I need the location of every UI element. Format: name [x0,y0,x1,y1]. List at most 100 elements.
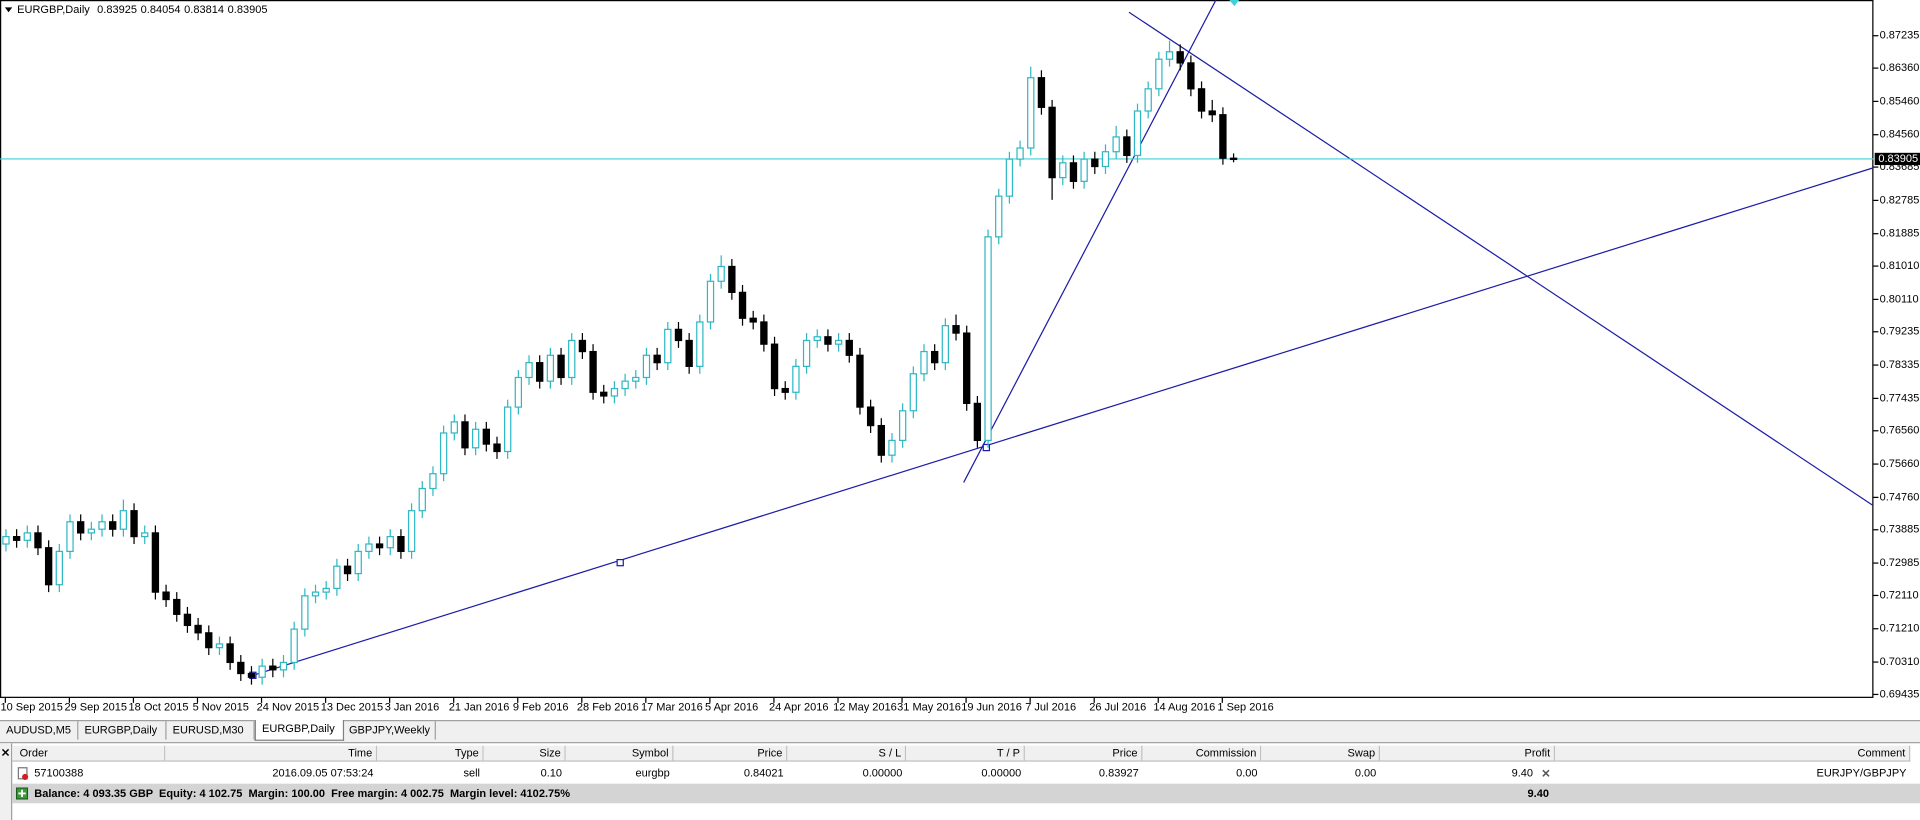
candle-body [205,632,213,649]
close-icon[interactable] [0,747,11,759]
candle-body [995,195,1003,238]
candle-body [685,339,693,367]
column-header[interactable]: Comment [1555,745,1911,762]
candle-body [1187,62,1195,90]
y-tick-label: 0.76560 [1880,425,1920,437]
y-tick-label: 0.80110 [1880,293,1919,305]
candle-body [407,510,416,553]
candle-body [333,565,341,590]
x-tick-label: 29 Sep 2015 [64,702,126,714]
candle-body [429,473,437,490]
column-header[interactable]: Type [377,745,484,762]
candle-body [546,354,555,382]
candle-body [792,365,800,393]
y-tick-label: 0.86360 [1880,62,1920,74]
tab[interactable]: GBPJPY,Weekly [343,721,436,740]
candle-body [386,535,394,549]
candle-body [23,532,31,541]
candle-body [109,521,117,530]
candle-body [621,380,629,390]
x-tick-label: 9 Feb 2016 [513,702,569,714]
candle-body [952,325,960,334]
y-tick-label: 0.75660 [1880,458,1920,470]
header-arrow [4,7,13,13]
tab[interactable]: AUDUSD,M5 [0,721,79,740]
candle-body [311,591,320,597]
close-order[interactable] [1542,769,1552,779]
candle-body [909,373,918,412]
column-header[interactable]: Time [165,745,378,762]
chart: EURGBP,Daily 0.83925 0.84054 0.83814 0.83905… [0,0,1920,714]
table-cell: sell [463,766,481,779]
tab[interactable]: EURUSD,M30 [167,721,255,740]
y-tick-label: 0.78335 [1880,359,1920,371]
x-tick-label: 24 Apr 2016 [769,702,828,714]
column-header[interactable]: Swap [1261,745,1381,762]
candle-body [493,443,501,453]
column-header[interactable]: Size [483,745,566,762]
candle-body [589,350,597,393]
tab[interactable]: EURGBP,Daily [78,721,167,740]
column-header[interactable]: Price [673,745,788,762]
candle-body [770,343,779,390]
y-tick-label: 0.82785 [1880,194,1920,206]
plot-frame [0,0,1874,698]
candle-body [888,439,896,456]
table-cell: 0.00000 [862,766,903,779]
candle-body [66,521,74,553]
candle-body [215,643,224,649]
candle-body [931,350,939,364]
candle-body [866,406,875,427]
candle-body [642,354,651,379]
y-tick-label: 0.72110 [1880,589,1919,601]
candle-body [653,354,661,364]
candle-body [162,591,170,601]
column-header[interactable]: S / L [787,745,907,762]
x-tick-label: 5 Nov 2015 [193,702,249,714]
candle-body [173,598,181,615]
candle-body [845,339,853,356]
column-header[interactable]: T / P [906,745,1025,762]
tab[interactable]: EURGBP,Daily [254,720,345,741]
x-tick-label: 19 Jun 2016 [961,702,1022,714]
column-header[interactable]: Order [12,745,166,762]
candle-body [1101,151,1110,168]
x-tick-label: 1 Sep 2016 [1217,702,1273,714]
terminal: Balance: 4 093.35 GBP Equity: 4 102.75 M… [0,742,1920,820]
y-tick-label: 0.87235 [1880,30,1920,42]
candle-body [963,332,971,404]
candle-body [375,543,384,549]
candle-body [343,565,352,575]
summary-icon [15,787,29,800]
trendline [963,0,1217,483]
column-header[interactable]: Symbol [565,745,674,762]
candle-body [247,672,256,678]
candle-body [536,362,544,382]
summary-row: Balance: 4 093.35 GBP Equity: 4 102.75 M… [12,783,1920,804]
order-icon [17,767,29,781]
candle-body [717,265,725,282]
column-header[interactable]: Price [1024,745,1143,762]
table-cell: 0.00 [1354,766,1377,779]
last-price-box [1874,152,1920,166]
candle-body [696,321,704,367]
candle-body [322,587,330,593]
arrow-marker [1229,0,1240,7]
y-tick-label: 0.79235 [1880,326,1920,338]
terminal-strip [0,743,13,820]
column-header[interactable]: Profit [1380,745,1556,762]
candle-body [898,410,907,442]
candle-body [98,521,106,530]
y-tick-label: 0.77435 [1880,392,1920,404]
candle-body [781,387,789,393]
x-tick-label: 17 Mar 2016 [641,702,703,714]
candle-body [194,624,202,634]
column-header[interactable]: Commission [1142,745,1262,762]
candle-body [1069,162,1078,182]
x-tick-label: 5 Apr 2016 [705,702,758,714]
candle-body [706,280,715,323]
summary-text: Balance: 4 093.35 GBP Equity: 4 102.75 M… [34,787,571,800]
candle-body [1219,114,1227,159]
